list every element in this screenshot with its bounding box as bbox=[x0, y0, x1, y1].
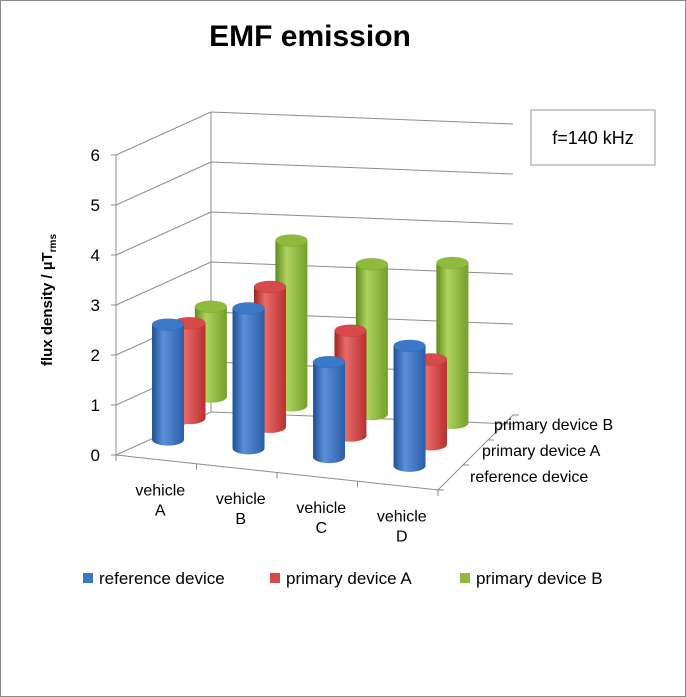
category-label: vehicle D bbox=[377, 509, 427, 546]
gridline-left bbox=[115, 211, 212, 256]
legend-label: primary device A bbox=[286, 569, 412, 588]
y-axis-label-subscript: rms bbox=[48, 234, 59, 253]
gridline-back bbox=[210, 111, 514, 125]
y-tick-label: 5 bbox=[91, 196, 100, 215]
bar-body bbox=[232, 308, 265, 455]
chart-title: EMF emission bbox=[209, 20, 411, 53]
annotation-box: f=140 kHz bbox=[530, 109, 656, 166]
category-label: vehicle C bbox=[296, 500, 346, 537]
bar-reference-device-3 bbox=[312, 355, 346, 464]
series-axis-label: reference device bbox=[470, 469, 588, 486]
gridline-left bbox=[115, 161, 212, 206]
legend-swatch bbox=[83, 573, 93, 583]
category-label-line: vehicle bbox=[135, 482, 185, 499]
legend: reference device primary device A primary … bbox=[83, 569, 603, 588]
category-label: vehicle B bbox=[216, 491, 266, 528]
category-label-line: B bbox=[235, 511, 246, 528]
category-label-line: vehicle bbox=[377, 509, 427, 526]
bar-reference-device-2 bbox=[232, 302, 265, 455]
bar-top bbox=[436, 256, 469, 270]
bar-top bbox=[355, 257, 389, 271]
y-tick-label: 2 bbox=[91, 346, 100, 365]
bar-top bbox=[312, 355, 346, 369]
category-label-line: C bbox=[315, 520, 327, 537]
y-tick-label: 1 bbox=[91, 396, 100, 415]
gridline-left bbox=[115, 261, 212, 306]
gridline-left bbox=[115, 111, 212, 156]
legend-label: primary device B bbox=[476, 569, 603, 588]
series-axis-labels: reference device primary device A primary … bbox=[470, 417, 613, 486]
series-axis-label: primary device B bbox=[494, 417, 613, 434]
bar-top bbox=[232, 302, 265, 315]
gridline-back bbox=[210, 161, 514, 175]
bar-top bbox=[151, 318, 185, 331]
category-label-line: vehicle bbox=[296, 500, 346, 517]
category-label: vehicle A bbox=[135, 482, 185, 519]
legend-swatch bbox=[460, 573, 470, 583]
series-axis-label: primary device A bbox=[482, 443, 601, 460]
y-tick-label: 3 bbox=[91, 296, 100, 315]
y-axis-label: flux density / µTrms bbox=[39, 234, 59, 366]
bar-top bbox=[275, 234, 308, 247]
category-label-line: A bbox=[155, 502, 166, 519]
gridline-back bbox=[210, 211, 514, 225]
bar-body bbox=[393, 345, 426, 472]
bar-body bbox=[313, 362, 346, 464]
bar-top bbox=[334, 324, 367, 337]
y-axis-ticks: 0 1 2 3 4 5 6 bbox=[91, 146, 116, 465]
bar-top bbox=[393, 339, 426, 353]
y-tick-label: 0 bbox=[91, 446, 100, 465]
bar-top bbox=[194, 300, 228, 313]
bar-top bbox=[253, 280, 287, 294]
y-axis-label-text: flux density / µT bbox=[39, 252, 56, 366]
y-tick-label: 6 bbox=[91, 146, 100, 165]
bars bbox=[151, 234, 469, 472]
y-tick-label: 4 bbox=[91, 246, 100, 265]
category-label-line: vehicle bbox=[216, 491, 266, 508]
bar-reference-device-4 bbox=[393, 339, 426, 472]
category-label-line: D bbox=[396, 529, 408, 546]
legend-label: reference device bbox=[99, 569, 225, 588]
bar-reference-device-1 bbox=[151, 318, 185, 446]
legend-swatch bbox=[270, 573, 280, 583]
frequency-annotation: f=140 kHz bbox=[552, 128, 634, 148]
bar-body bbox=[152, 324, 185, 446]
